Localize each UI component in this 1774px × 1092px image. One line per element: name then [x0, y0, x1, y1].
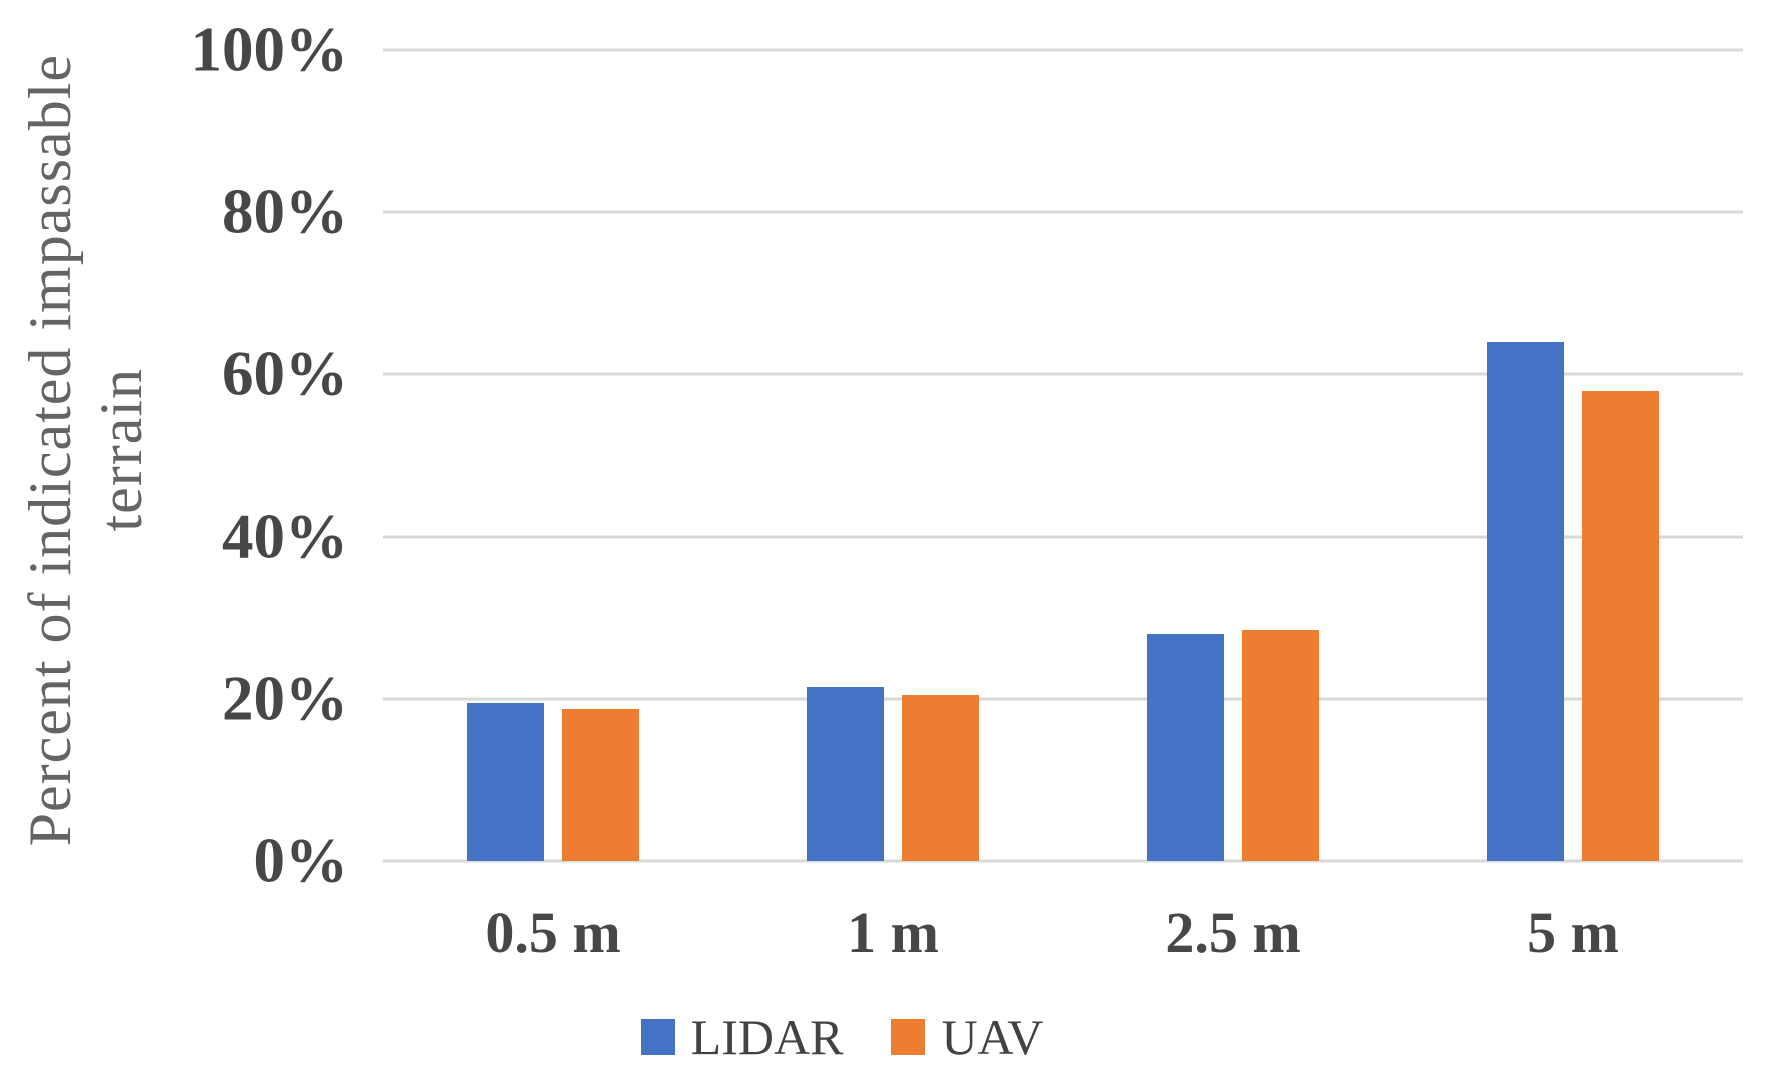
y-axis-title-line-1: Percent of indicated impassable	[17, 53, 83, 847]
legend-item-uav: UAV	[891, 1008, 1043, 1066]
y-axis-tick-labels: 100% 80% 60% 40% 20% 0%	[130, 15, 349, 896]
bar-uav-0.5m	[562, 708, 639, 861]
y-tick-label-80: 80%	[222, 176, 348, 247]
legend-swatch-lidar	[640, 1019, 675, 1055]
x-category-label-0.5m: 0.5 m	[485, 900, 621, 965]
gridline-100	[383, 48, 1743, 52]
gridline-60	[383, 372, 1743, 376]
y-tick-label-40: 40%	[222, 501, 348, 572]
gridline-20	[383, 697, 1743, 701]
plot-area	[383, 48, 1743, 863]
gridline-40	[383, 535, 1743, 539]
legend: LIDAR UAV	[0, 1008, 1729, 1066]
gridline-80	[383, 210, 1743, 214]
bar-lidar-1m	[807, 686, 884, 861]
x-axis-category-labels: 0.5 m 1 m 2.5 m 5 m	[383, 901, 1743, 965]
bar-groups	[383, 50, 1743, 861]
x-category-label-1m: 1 m	[847, 900, 939, 965]
y-tick-label-20: 20%	[222, 663, 348, 734]
legend-label-uav: UAV	[941, 1009, 1044, 1065]
gridline-0	[383, 859, 1743, 863]
bar-group-5m	[1403, 50, 1743, 861]
y-tick-label-0: 0%	[253, 825, 349, 896]
legend-label-lidar: LIDAR	[690, 1009, 844, 1065]
y-tick-label-100: 100%	[190, 14, 349, 85]
y-tick-label-60: 60%	[222, 338, 348, 409]
bar-lidar-5m	[1487, 341, 1564, 861]
x-category-label-2.5m: 2.5 m	[1165, 900, 1301, 965]
bar-lidar-0.5m	[467, 702, 544, 861]
bar-uav-1m	[902, 694, 979, 861]
bar-group-0.5m	[383, 50, 723, 861]
legend-swatch-uav	[891, 1019, 926, 1055]
bar-uav-5m	[1582, 390, 1659, 861]
legend-item-lidar: LIDAR	[640, 1008, 844, 1066]
bar-lidar-2.5m	[1147, 633, 1224, 861]
bar-group-1m	[723, 50, 1063, 861]
bar-uav-2.5m	[1242, 629, 1319, 861]
bar-group-2.5m	[1063, 50, 1403, 861]
x-category-label-5m: 5 m	[1527, 900, 1619, 965]
